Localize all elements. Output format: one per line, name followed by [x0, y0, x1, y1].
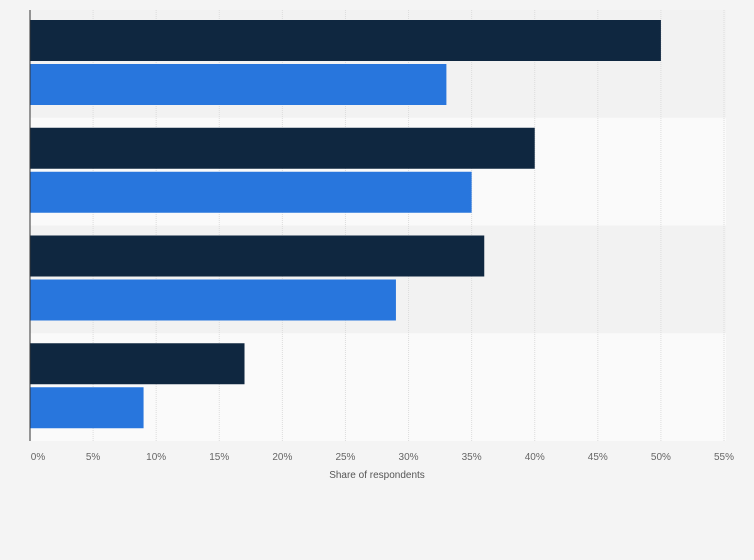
bar-series-1[interactable]: [30, 235, 485, 277]
x-tick-labels: 0% 5% 10% 15% 20% 25% 30% 35% 40% 45% 50% 55%: [31, 452, 734, 463]
bar-series-2[interactable]: [30, 171, 472, 213]
x-tick-label: 40%: [525, 452, 545, 463]
x-tick-label: 20%: [272, 452, 292, 463]
x-tick-label: 35%: [462, 452, 482, 463]
x-tick-label: 55%: [714, 452, 734, 463]
x-tick-label: 45%: [588, 452, 608, 463]
bars: [30, 20, 661, 429]
bar-series-2[interactable]: [30, 64, 447, 105]
x-axis-label: Share of respondents: [329, 470, 425, 481]
x-tick-label: 0%: [31, 452, 46, 463]
bar-series-2[interactable]: [30, 387, 144, 429]
bar-series-1[interactable]: [30, 127, 535, 169]
x-tick-label: 5%: [86, 452, 101, 463]
x-tick-label: 15%: [209, 452, 229, 463]
x-tick-label: 10%: [146, 452, 166, 463]
bar-series-1[interactable]: [30, 20, 661, 61]
bar-series-1[interactable]: [30, 343, 245, 385]
x-tick-label: 30%: [399, 452, 419, 463]
bar-series-2[interactable]: [30, 279, 396, 321]
x-tick-label: 25%: [335, 452, 355, 463]
x-tick-label: 50%: [651, 452, 671, 463]
